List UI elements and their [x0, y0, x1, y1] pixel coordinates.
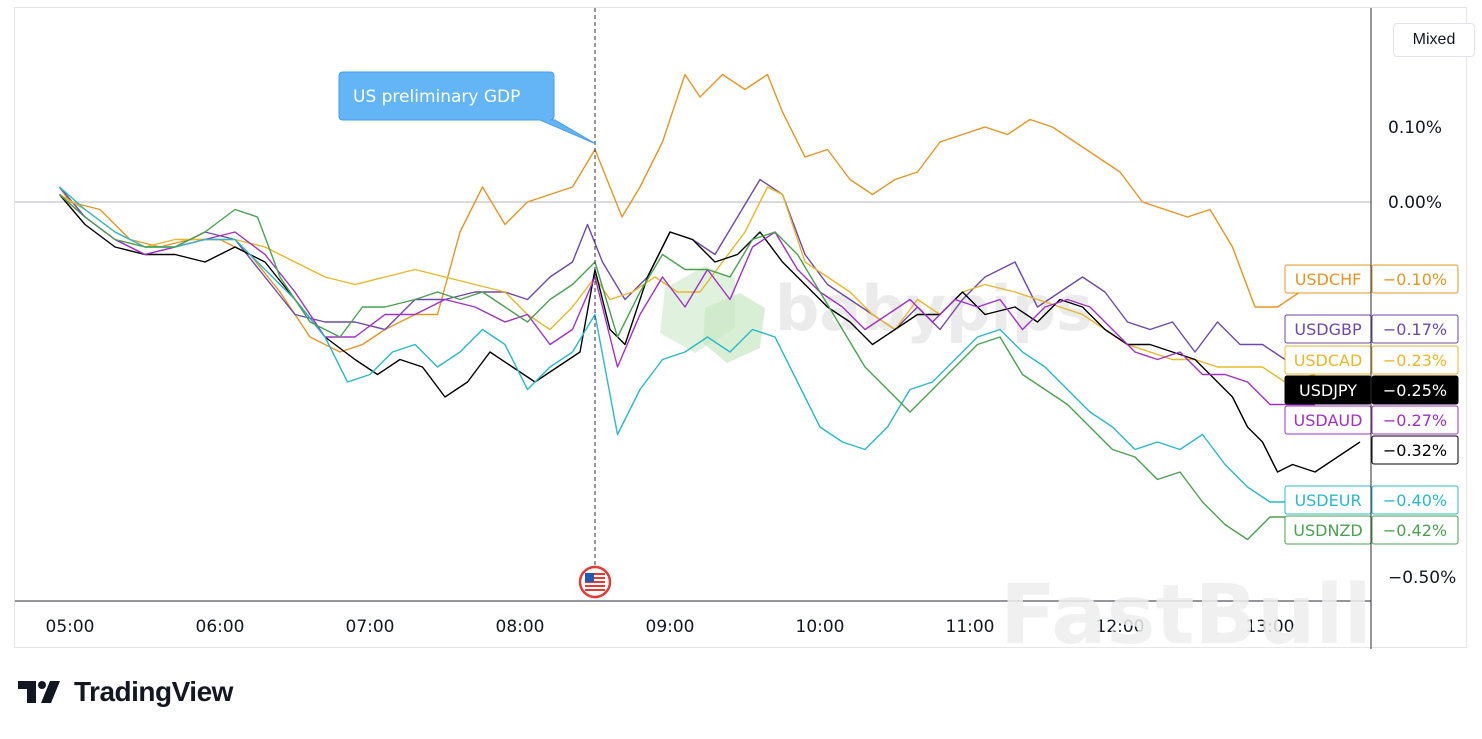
series-name-label: USDEUR	[1294, 491, 1361, 510]
callout-bubble	[338, 71, 597, 145]
series-tag-usdcad[interactable]: USDCAD −0.23%	[1284, 345, 1459, 375]
series-name-label: USDAUD	[1294, 411, 1363, 430]
series-line-usdeur	[59, 186, 1315, 503]
series-value-box	[1371, 515, 1459, 545]
series-value-box	[1371, 314, 1459, 344]
series-value-label: −0.17%	[1383, 320, 1447, 339]
series-tag-usdeur[interactable]: USDEUR −0.40%	[1284, 485, 1459, 515]
series-layer	[58, 73, 1361, 541]
series-value-box	[1371, 485, 1459, 515]
series-tag-usdchf[interactable]: USDCHF −0.10%	[1284, 264, 1459, 294]
series-value-box	[1371, 375, 1459, 405]
series-tag-usdgbp[interactable]: USDGBP −0.17%	[1284, 314, 1459, 344]
series-value-label: −0.10%	[1383, 270, 1447, 289]
chart-canvas[interactable]: babypips US preliminary GDP USDCHF −0.10%…	[15, 8, 1468, 649]
y-tick-label: 0.10%	[1388, 118, 1442, 138]
series-value-label: −0.25%	[1383, 381, 1447, 400]
gdp-callout[interactable]: US preliminary GDP	[338, 71, 597, 145]
series-tag-usdaud[interactable]: USDAUD −0.27%	[1284, 405, 1459, 435]
x-tick-label: 12:00	[1096, 617, 1145, 637]
chart-frame: babypips US preliminary GDP USDCHF −0.10%…	[14, 7, 1475, 649]
us-flag-icon[interactable]	[578, 565, 612, 599]
tradingview-logo-text: TradingView	[74, 676, 233, 707]
x-tick-label: 13:00	[1246, 617, 1295, 637]
x-tick-label: 11:00	[946, 617, 995, 637]
series-name-label: USDGBP	[1294, 320, 1362, 339]
x-tick-label: 09:00	[646, 617, 695, 637]
series-value-box	[1371, 264, 1459, 294]
y-tick-label: 0.00%	[1388, 193, 1442, 213]
callout-text: US preliminary GDP	[353, 87, 520, 107]
price-tags-layer: USDCHF −0.10% USDGBP −0.17% USDCAD −0.23% USDJ…	[1284, 264, 1459, 545]
tradingview-logo[interactable]: TradingView	[18, 676, 233, 708]
series-value-label: −0.40%	[1383, 491, 1447, 510]
value-tag-text: −0.32%	[1383, 441, 1447, 460]
event-layer: US preliminary GDP	[338, 8, 612, 599]
x-tick-label: 06:00	[196, 617, 245, 637]
babypips-watermark-text: babypips	[775, 272, 1093, 345]
series-name-label: USDJPY	[1299, 381, 1357, 400]
series-name-label: USDNZD	[1293, 521, 1362, 540]
series-line-usdnzd	[59, 193, 1315, 541]
fastbull-watermark: FastBull	[1000, 568, 1372, 649]
series-tag-usdjpy[interactable]: USDJPY −0.25%	[1284, 375, 1459, 405]
series-value-label: −0.42%	[1383, 521, 1447, 540]
series-line-usdaud	[59, 193, 1315, 406]
value-tag-unlabeled[interactable]: −0.32%	[1371, 435, 1459, 465]
series-tag-usdnzd[interactable]: USDNZD −0.42%	[1284, 515, 1459, 545]
series-value-label: −0.27%	[1383, 411, 1447, 430]
x-tick-label: 05:00	[46, 617, 95, 637]
series-line-usdchf	[58, 73, 1316, 353]
series-value-box	[1371, 405, 1459, 435]
x-tick-label: 07:00	[346, 617, 395, 637]
series-name-label: USDCHF	[1295, 270, 1362, 289]
series-value-box	[1371, 345, 1459, 375]
x-tick-label: 10:00	[796, 617, 845, 637]
tradingview-logo-icon	[18, 681, 60, 703]
series-name-label: USDCAD	[1294, 351, 1363, 370]
x-tick-label: 08:00	[496, 617, 545, 637]
y-tick-label: −0.50%	[1388, 568, 1456, 588]
axes-layer: 0.10% 0.00% −0.50% 05:00 06:00 07:00 08:00 09:0…	[15, 8, 1456, 649]
series-value-label: −0.23%	[1383, 351, 1447, 370]
scale-mode-button[interactable]: Mixed	[1393, 23, 1475, 57]
